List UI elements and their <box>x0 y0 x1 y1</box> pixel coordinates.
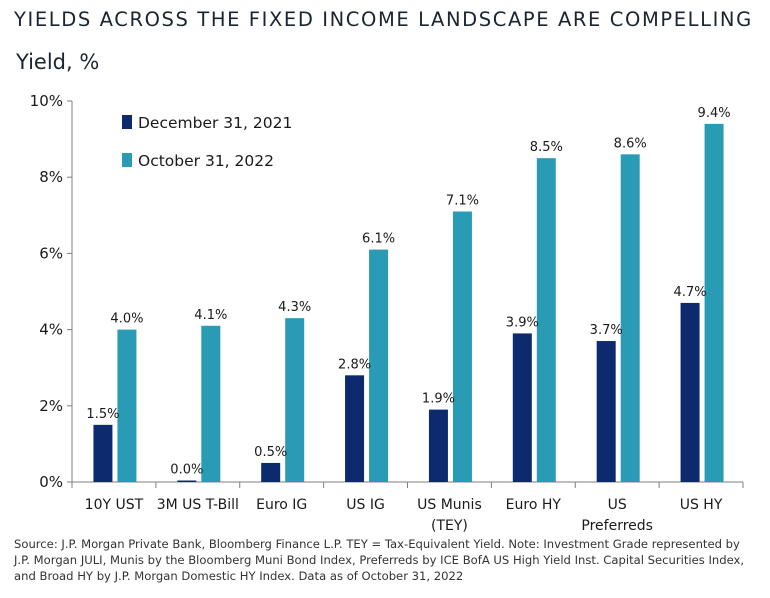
bar-dec-2021 <box>345 375 365 482</box>
x-tick-label-line: 10Y UST <box>85 497 144 513</box>
data-label: 0.0% <box>170 463 203 478</box>
legend-label: October 31, 2022 <box>138 152 274 170</box>
data-label: 6.1% <box>362 232 395 247</box>
bar-oct-2022 <box>704 123 724 483</box>
data-label: 4.0% <box>110 312 143 327</box>
data-label: 3.9% <box>506 315 539 330</box>
source-note: Source: J.P. Morgan Private Bank, Bloomb… <box>14 537 745 583</box>
bar-dec-2021 <box>428 409 448 482</box>
x-tick-label-line: US Munis <box>417 497 482 513</box>
bar-oct-2022 <box>369 249 389 482</box>
x-tick-label-line: Preferreds <box>581 518 653 534</box>
x-tick-label: 3M US T-Bill <box>157 497 239 513</box>
x-tick-label: Euro HY <box>506 497 562 513</box>
bar-dec-2021 <box>680 302 700 482</box>
data-label: 4.1% <box>194 308 227 323</box>
data-label: 8.6% <box>614 136 647 151</box>
bar-dec-2021 <box>512 333 532 482</box>
chart-bars <box>93 123 724 483</box>
data-label: 2.8% <box>338 357 371 372</box>
y-tick-label: 4% <box>39 321 63 339</box>
x-tick-label-line: Euro HY <box>506 497 562 513</box>
x-tick-label: US Preferreds <box>581 497 653 534</box>
x-tick-label-line: 3M US T-Bill <box>157 497 239 513</box>
y-tick-label: 8% <box>39 168 63 186</box>
y-tick-label: 0% <box>39 473 63 491</box>
legend-swatch <box>122 115 132 129</box>
data-label: 4.3% <box>278 300 311 315</box>
bar-dec-2021 <box>93 424 113 482</box>
x-tick-label: US IG <box>346 497 385 513</box>
bar-oct-2022 <box>620 154 640 482</box>
x-tick-label: 10Y UST <box>85 497 144 513</box>
data-label: 9.4% <box>698 106 731 121</box>
bar-oct-2022 <box>285 318 305 482</box>
y-tick-label: 6% <box>39 244 63 262</box>
x-tick-label-line: US HY <box>680 497 723 513</box>
bar-oct-2022 <box>452 211 472 483</box>
y-axis-title: Yield, % <box>16 50 100 74</box>
data-label: 4.7% <box>674 285 707 300</box>
legend-swatch <box>122 153 132 167</box>
data-label: 7.1% <box>446 193 479 208</box>
bar-oct-2022 <box>536 158 556 482</box>
data-label: 0.5% <box>254 445 287 460</box>
chart-title: YIELDS ACROSS THE FIXED INCOME LANDSCAPE… <box>14 8 753 31</box>
chart-data-labels: 1.5% 0.0% 0.5% 2.8% 1.9% 3.9% 3.7% 4.7% 4.0% 4.1%… <box>86 106 730 478</box>
x-tick-label-line: Euro IG <box>256 497 307 513</box>
data-label: 1.9% <box>422 392 455 407</box>
data-label: 8.5% <box>530 140 563 155</box>
x-tick-label: Euro IG <box>256 497 307 513</box>
y-tick-label: 10% <box>30 92 63 110</box>
bar-dec-2021 <box>261 462 281 482</box>
x-tick-label-line: (TEY) <box>431 518 468 534</box>
y-tick-label: 2% <box>39 397 63 415</box>
bar-dec-2021 <box>177 480 197 482</box>
bar-dec-2021 <box>596 341 616 482</box>
bar-oct-2022 <box>117 329 137 482</box>
x-tick-label: US Munis (TEY) <box>417 497 482 534</box>
x-tick-label: US HY <box>680 497 723 513</box>
chart-legend: December 31, 2021 October 31, 2022 <box>122 114 292 170</box>
data-label: 1.5% <box>86 407 119 422</box>
legend-label: December 31, 2021 <box>138 114 292 132</box>
x-tick-label-line: US <box>608 497 627 513</box>
chart-axes: 0% 2% 4% 6% 8% 10% 10Y UST 3M US T-Bill Euro IG U… <box>30 92 744 534</box>
bar-oct-2022 <box>201 325 221 482</box>
data-label: 3.7% <box>590 323 623 338</box>
x-tick-label-line: US IG <box>346 497 385 513</box>
